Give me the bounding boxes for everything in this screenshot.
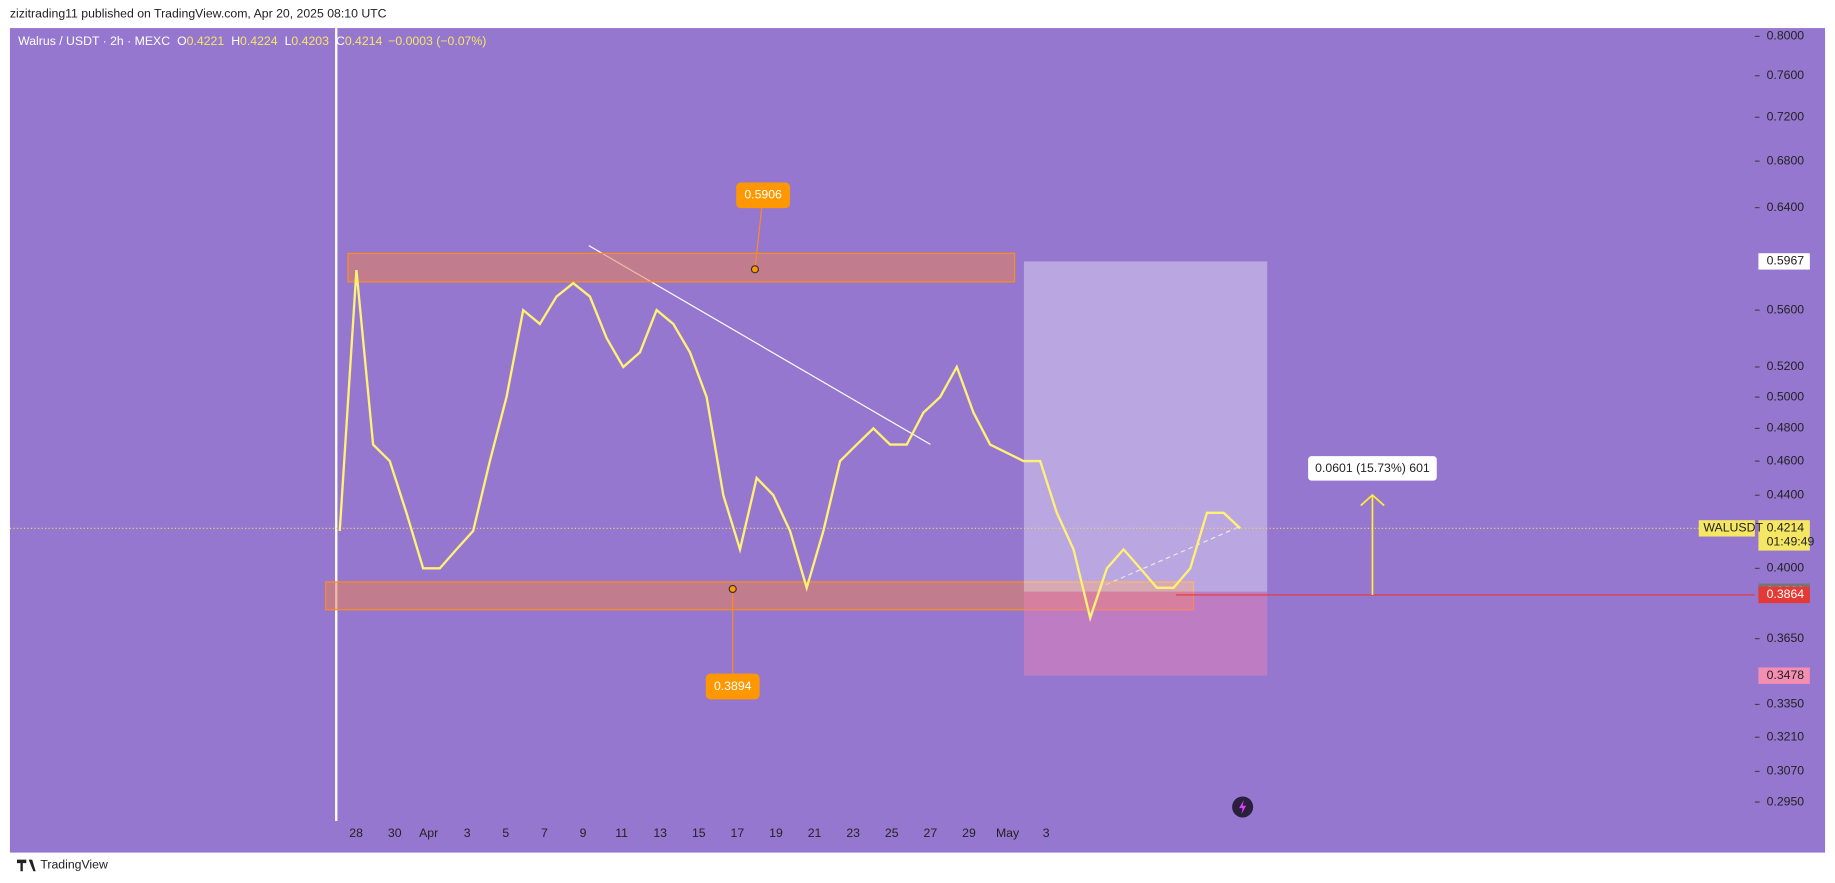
legend-part: 0.4224 xyxy=(240,34,278,48)
y-tick-label: 0.6400 xyxy=(1767,200,1805,214)
footer: TradingView xyxy=(40,858,108,872)
y-tick-label: 0.4000 xyxy=(1767,561,1805,575)
y-tick-label: 0.4400 xyxy=(1767,487,1805,501)
y-tick-label: 0.3070 xyxy=(1767,764,1805,778)
price-tag-label: 0.5967 xyxy=(1767,254,1805,268)
callout-box xyxy=(705,673,760,700)
x-tick-label: 29 xyxy=(962,826,976,840)
callout-label: 0.3894 xyxy=(714,679,752,693)
price-line xyxy=(338,269,1242,623)
price-tag-label: 0.4214 xyxy=(1767,521,1805,535)
symbol-tag-label: WALUSDT xyxy=(1703,521,1763,535)
measure-box xyxy=(1308,456,1437,481)
x-tick-label: 27 xyxy=(924,826,938,840)
y-tick-label: 0.4800 xyxy=(1767,421,1805,435)
header: zizitrading11 published on TradingView.c… xyxy=(10,6,387,20)
legend-part: L xyxy=(285,34,292,48)
plot-bg xyxy=(9,28,1826,853)
y-tick-label: 0.2950 xyxy=(1767,794,1805,808)
y-tick-label: 0.6800 xyxy=(1767,153,1805,167)
legend-part: 0.4203 xyxy=(291,34,329,48)
legend-part: H xyxy=(231,34,240,48)
legend-part: C xyxy=(336,34,345,48)
y-tick-label: 0.3350 xyxy=(1767,697,1805,711)
measure-label: 0.0601 (15.73%) 601 xyxy=(1315,461,1430,475)
callout-box xyxy=(736,182,791,209)
legend-part: −0.0003 (−0.07%) xyxy=(388,34,486,48)
price-tag-label: 0.3478 xyxy=(1767,668,1805,682)
legend-part: 0.4221 xyxy=(187,34,225,48)
symbol-tag xyxy=(1698,520,1755,537)
legend-part: O xyxy=(177,34,187,48)
y-tick-label: 0.5200 xyxy=(1767,359,1805,373)
y-tick-label: 0.8000 xyxy=(1767,29,1805,43)
x-tick-label: 23 xyxy=(846,826,860,840)
x-tick-label: 11 xyxy=(615,826,628,840)
target-area xyxy=(1023,261,1268,592)
price-tag xyxy=(1758,520,1810,551)
x-tick-label: 28 xyxy=(349,826,363,840)
price-tag xyxy=(1758,667,1810,684)
y-tick-label: 0.3650 xyxy=(1767,631,1805,645)
y-tick-label: 0.7600 xyxy=(1767,68,1805,82)
x-tick-label: 7 xyxy=(541,826,548,840)
stop-area xyxy=(1023,591,1268,676)
callout-label: 0.5906 xyxy=(744,188,782,202)
zone xyxy=(325,581,1195,611)
legend-part: Walrus / USDT · 2h · MEXC xyxy=(18,34,170,48)
x-tick-label: 9 xyxy=(580,826,587,840)
tv-logo xyxy=(16,859,36,872)
zone xyxy=(347,252,1016,283)
x-tick-label: 21 xyxy=(808,826,822,840)
x-tick-label: May xyxy=(996,826,1020,840)
flash-glyph xyxy=(1239,799,1247,814)
callout-dot xyxy=(728,584,737,594)
x-tick-label: 13 xyxy=(653,826,667,840)
x-tick-label: 5 xyxy=(502,826,509,840)
callout-dot xyxy=(750,265,760,274)
price-tag xyxy=(1758,586,1810,604)
x-tick-label: 17 xyxy=(731,826,745,840)
x-tick-label: 30 xyxy=(388,826,402,840)
y-tick-label: 0.5000 xyxy=(1767,389,1805,403)
x-tick-label: 3 xyxy=(464,826,471,840)
x-tick-label: Apr xyxy=(419,826,438,840)
y-tick-label: 0.3210 xyxy=(1767,729,1805,743)
legend-part: 0.4214 xyxy=(345,34,383,48)
measure-head xyxy=(1360,493,1385,507)
y-tick-label: 0.5600 xyxy=(1767,302,1805,316)
price-tag xyxy=(1758,253,1810,270)
x-tick-label: 3 xyxy=(1043,826,1050,840)
x-tick-label: 25 xyxy=(885,826,899,840)
x-tick-label: 15 xyxy=(692,826,706,840)
price-tag-label: 0.3864 xyxy=(1767,587,1805,601)
x-tick-label: 19 xyxy=(769,826,783,840)
countdown: 01:49:49 xyxy=(1767,535,1815,549)
y-tick-label: 0.4600 xyxy=(1767,453,1805,467)
y-tick-label: 0.7200 xyxy=(1767,109,1805,123)
legend: Walrus / USDT · 2h · MEXC O0.4221 H0.4224 L… xyxy=(18,34,486,48)
